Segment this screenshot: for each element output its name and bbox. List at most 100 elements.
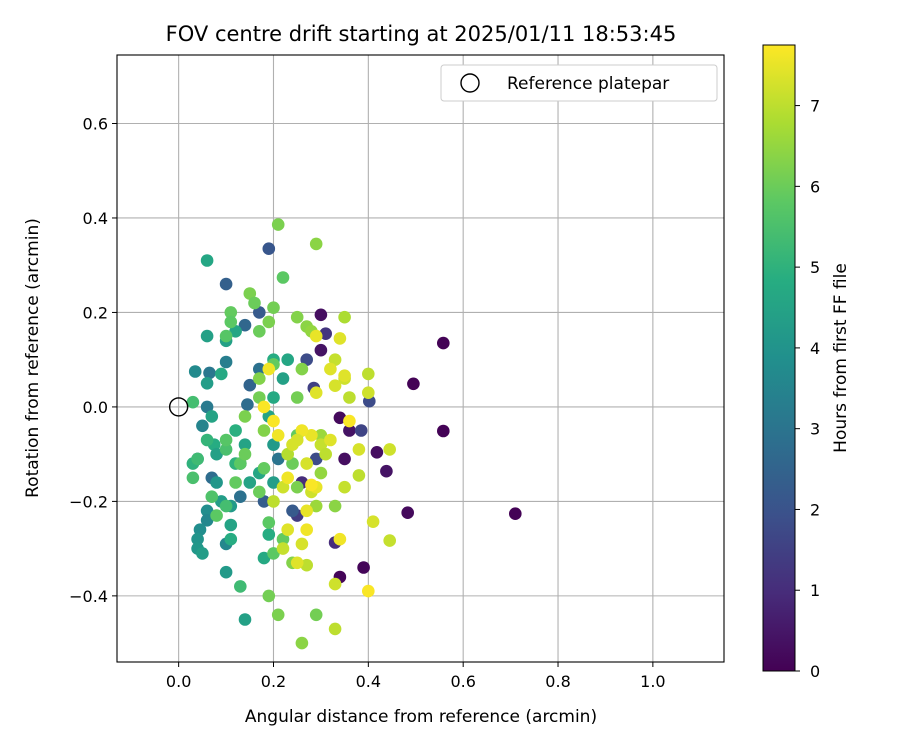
scatter-point [262, 589, 276, 603]
scatter-point [333, 532, 347, 546]
scatter-point [188, 365, 202, 378]
scatter-point [267, 476, 280, 489]
colorbar-label: Hours from first FF file [831, 263, 851, 453]
scatter-point [271, 452, 285, 466]
scatter-point [224, 532, 238, 546]
scatter-point [276, 271, 290, 284]
colorbar-tick-label: 2 [810, 500, 820, 519]
scatter-point [200, 377, 214, 390]
scatter-point [267, 495, 280, 508]
scatter-point [314, 466, 328, 480]
scatter-point [300, 457, 314, 470]
scatter-point [338, 310, 351, 324]
scatter-point [276, 532, 290, 546]
scatter-point [271, 429, 285, 442]
plot-frame [116, 54, 725, 663]
scatter-point [252, 362, 266, 376]
scatter-point [219, 329, 233, 343]
scatter-point [309, 329, 323, 343]
scatter-point [314, 308, 328, 322]
scatter-point [219, 277, 233, 291]
colorbar-tick-label: 7 [810, 97, 820, 116]
legend-reference-marker [460, 73, 480, 93]
colorbar-tick-label: 4 [810, 339, 820, 358]
colorbar-tick-label: 3 [810, 420, 820, 439]
scatter-point [352, 469, 366, 482]
scatter-point [243, 476, 257, 489]
scatter-point [338, 369, 351, 383]
scatter-point [210, 509, 223, 522]
scatter-point [200, 329, 214, 343]
scatter-point [338, 452, 351, 466]
colorbar-tick-label: 6 [810, 177, 820, 196]
scatter-point [191, 452, 204, 466]
scatter-point [305, 478, 318, 492]
scatter-point [343, 424, 356, 437]
scatter-point [352, 443, 366, 456]
scatter-point [257, 424, 271, 437]
y-tick-label: 0.2 [83, 303, 108, 322]
y-tick-label: −0.2 [69, 492, 108, 511]
y-tick-label: 0.0 [83, 398, 108, 417]
scatter-point [215, 367, 228, 381]
scatter-point [300, 558, 314, 572]
scatter-point [343, 391, 356, 404]
x-tick-label: 1.0 [640, 672, 665, 691]
reference-platepar-marker [168, 397, 189, 417]
colorbar-bar [762, 44, 796, 672]
scatter-point [219, 433, 233, 447]
scatter-point [219, 499, 233, 513]
scatter-point [271, 608, 285, 622]
scatter-point [328, 379, 342, 393]
scatter-point [210, 476, 223, 489]
scatter-point [437, 424, 450, 438]
scatter-point [276, 372, 290, 385]
scatter-point [186, 395, 200, 409]
scatter-point [281, 447, 295, 461]
scatter-point [262, 242, 276, 255]
scatter-point [262, 315, 276, 329]
scatter-point [295, 362, 309, 376]
scatter-point [224, 315, 238, 329]
scatter-point [193, 523, 207, 536]
scatter-point [309, 386, 323, 400]
scatter-point [243, 287, 257, 300]
y-axis-ticks: −0.4 −0.2 0.0 0.2 0.4 0.6 [69, 114, 117, 606]
scatter-point [383, 534, 397, 547]
scatter-point [257, 400, 271, 414]
scatter-point [309, 608, 323, 622]
colorbar-tick-label: 5 [810, 258, 820, 277]
scatter-point [300, 353, 314, 367]
scatter-point [300, 523, 314, 536]
scatter-point [257, 551, 271, 565]
colorbar: 0 1 2 3 4 5 6 7 Hours from first FF file [762, 44, 851, 681]
scatter-point [234, 580, 247, 593]
scatter-point [229, 424, 242, 437]
scatter-point [309, 237, 323, 251]
scatter-point [290, 556, 304, 570]
scatter-point [267, 438, 280, 452]
scatter-point [196, 547, 209, 560]
scatter-point [200, 400, 214, 414]
scatter-point [357, 561, 370, 574]
x-tick-label: 0.4 [356, 672, 381, 691]
colorbar-ticks: 0 1 2 3 4 5 6 7 [795, 97, 820, 681]
scatter-point [290, 391, 304, 404]
scatter-point [309, 452, 323, 466]
scatter-point [328, 499, 342, 513]
scatter-point [370, 446, 384, 459]
scatter-point [191, 532, 204, 546]
scatter-point [238, 410, 252, 423]
scatter-point [238, 318, 252, 332]
y-tick-label: 0.4 [83, 209, 108, 228]
scatter-point [324, 433, 337, 447]
scatter-point [383, 443, 397, 456]
x-tick-label: 0.6 [450, 672, 475, 691]
scatter-point [267, 414, 280, 428]
scatter-point [200, 514, 214, 527]
scatter-point [196, 419, 209, 433]
legend-label: Reference platepar [507, 74, 669, 94]
scatter-point [200, 254, 214, 267]
scatter-point [205, 490, 219, 504]
scatter-point [267, 547, 280, 560]
